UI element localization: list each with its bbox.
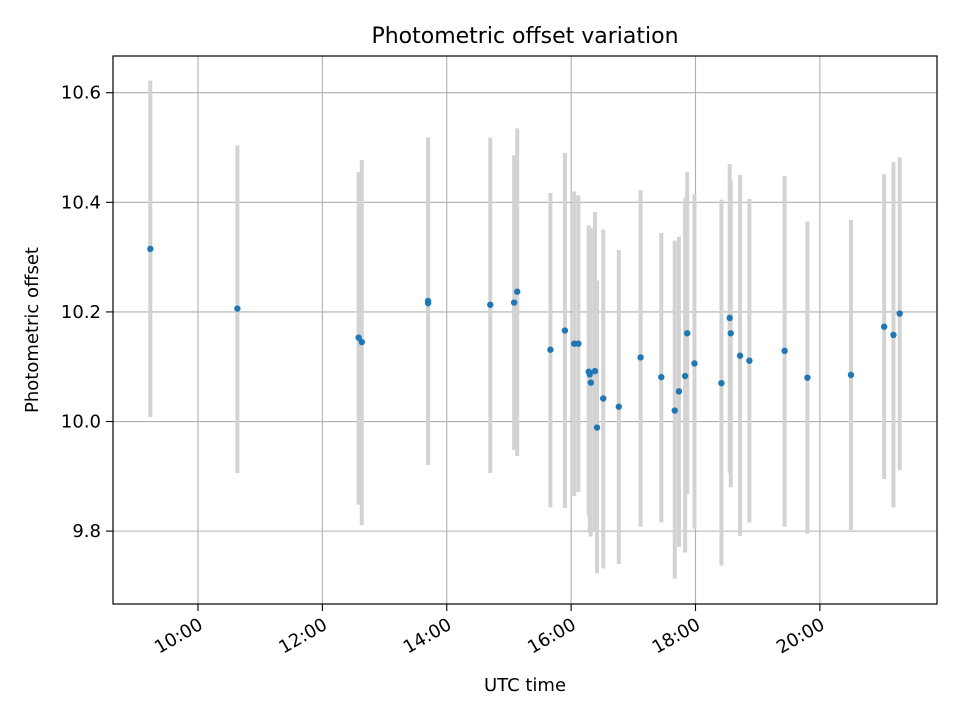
y-axis-label: Photometric offset	[22, 247, 43, 413]
x-tick-label: 10:00	[151, 614, 206, 658]
plot-frame	[112, 55, 938, 605]
x-tick-label: 18:00	[649, 614, 704, 658]
data-point	[746, 357, 753, 364]
data-point	[718, 379, 725, 387]
data-point	[880, 323, 888, 330]
data-point	[727, 330, 734, 337]
data-point	[896, 310, 903, 317]
data-point	[890, 331, 897, 339]
data-point	[358, 338, 365, 346]
tick-layer: 10:00 12:00 14:00 16:00 18:00 20:00 9.8 10.0 10.…	[61, 83, 828, 659]
x-tick-label: 14:00	[400, 614, 455, 658]
data-point	[514, 288, 521, 295]
data-point	[487, 301, 494, 308]
y-tick-label: 10.6	[61, 83, 101, 104]
data-point	[591, 367, 599, 375]
data-point	[234, 305, 241, 312]
data-point	[681, 372, 689, 380]
x-tick-label: 20:00	[773, 614, 828, 658]
data-point	[593, 424, 601, 431]
data-point	[561, 327, 569, 334]
data-point	[726, 314, 733, 322]
data-point	[510, 299, 518, 306]
data-point	[586, 371, 593, 378]
data-point	[587, 379, 595, 386]
data-point	[637, 354, 644, 361]
data-point	[147, 245, 154, 253]
data-point	[424, 299, 432, 307]
errorbar-layer	[148, 80, 902, 579]
data-point	[804, 374, 811, 381]
data-point	[615, 403, 623, 410]
data-point	[547, 346, 554, 353]
y-tick-label: 10.4	[61, 192, 101, 213]
data-point	[658, 373, 665, 381]
data-point	[600, 395, 607, 402]
x-tick-label: 16:00	[524, 614, 579, 658]
x-axis-label: UTC time	[484, 675, 566, 696]
data-point	[675, 388, 683, 395]
y-tick-label: 9.8	[72, 521, 101, 542]
data-point	[847, 371, 855, 379]
data-point	[575, 340, 582, 347]
data-point	[736, 352, 744, 359]
y-tick-label: 10.0	[61, 412, 101, 433]
data-point	[691, 360, 698, 367]
y-tick-label: 10.2	[61, 302, 101, 323]
data-point	[671, 407, 678, 414]
data-point	[781, 347, 788, 355]
x-tick-label: 12:00	[275, 614, 330, 658]
data-point	[684, 330, 691, 337]
chart-title: Photometric offset variation	[371, 24, 678, 49]
points-layer	[147, 245, 903, 431]
